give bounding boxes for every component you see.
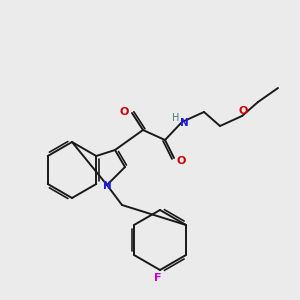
Text: O: O [238,106,248,116]
Text: N: N [103,181,111,191]
Text: N: N [180,118,188,128]
Text: O: O [176,156,186,166]
Text: O: O [119,107,129,117]
Text: F: F [154,273,162,283]
Text: H: H [172,113,180,123]
